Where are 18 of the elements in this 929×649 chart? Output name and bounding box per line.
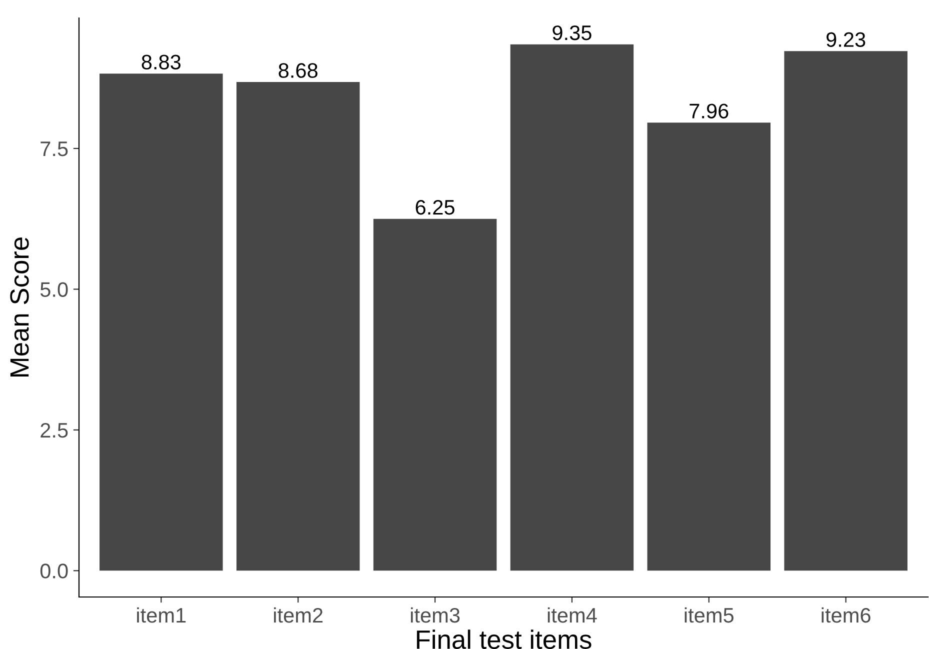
data-label: 8.83 <box>142 54 181 70</box>
x-tick-label: item1 <box>137 607 186 623</box>
y-tick-label: 7.5 <box>40 142 68 156</box>
data-label: 9.35 <box>552 25 592 40</box>
y-tick-label: 0.0 <box>40 564 68 578</box>
y-tick-label: 2.5 <box>40 422 68 438</box>
x-axis-title: Final test items <box>416 630 592 649</box>
x-tick-label: item3 <box>410 607 460 623</box>
y-axis-title: Mean Score <box>10 238 29 376</box>
data-label: 6.25 <box>416 200 454 215</box>
data-label: 9.23 <box>826 32 866 47</box>
x-tick-label: item5 <box>684 607 734 623</box>
x-tick-label: item6 <box>822 607 870 623</box>
data-label: 7.96 <box>690 104 728 118</box>
x-tick-label: item2 <box>274 607 323 623</box>
x-tick-label: item4 <box>548 607 597 623</box>
y-tick-label: 5.0 <box>40 282 68 297</box>
data-label: 8.68 <box>278 63 318 78</box>
